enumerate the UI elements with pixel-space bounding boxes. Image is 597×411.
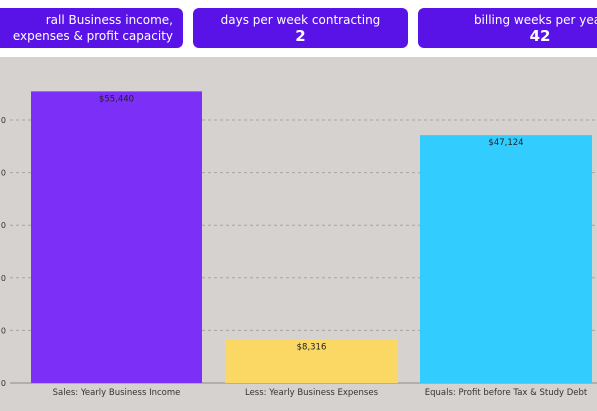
card-title: rall Business income, expenses & profit … [12, 13, 173, 43]
chart-panel: 0 0 0 0 0 0 $55,440 Sales: Yearly Business Inco… [0, 57, 597, 411]
card-value: 2 [295, 27, 306, 45]
y-tick-label: 0 [1, 169, 6, 178]
bar-value-label: $8,316 [297, 342, 327, 352]
card-days-per-week: days per week contracting 2 [193, 8, 408, 48]
bar[interactable] [225, 339, 398, 383]
bar[interactable] [31, 91, 202, 383]
x-category-label: Equals: Profit before Tax & Study Debt [425, 388, 588, 398]
bar-value-label: $55,440 [99, 94, 134, 104]
bar-chart: 0 0 0 0 0 0 $55,440 Sales: Yearly Business Inco… [1, 91, 597, 398]
y-tick-label: 0 [1, 274, 6, 283]
y-tick-label: 0 [1, 221, 6, 230]
card-title: days per week contracting [220, 13, 381, 27]
y-tick-label: 0 [1, 116, 6, 125]
card-value: 42 [529, 27, 551, 45]
card-title: billing weeks per year [473, 13, 597, 27]
bar[interactable] [420, 135, 592, 383]
x-category-label: Less: Yearly Business Expenses [245, 388, 379, 398]
bar-value-label: $47,124 [488, 138, 523, 148]
y-tick-label: 0 [1, 379, 6, 388]
y-tick-label: 0 [1, 326, 6, 335]
card-overall-business: rall Business income, expenses & profit … [0, 8, 183, 48]
x-category-label: Sales: Yearly Business Income [53, 388, 181, 398]
card-billing-weeks: billing weeks per year 42 [418, 8, 597, 48]
